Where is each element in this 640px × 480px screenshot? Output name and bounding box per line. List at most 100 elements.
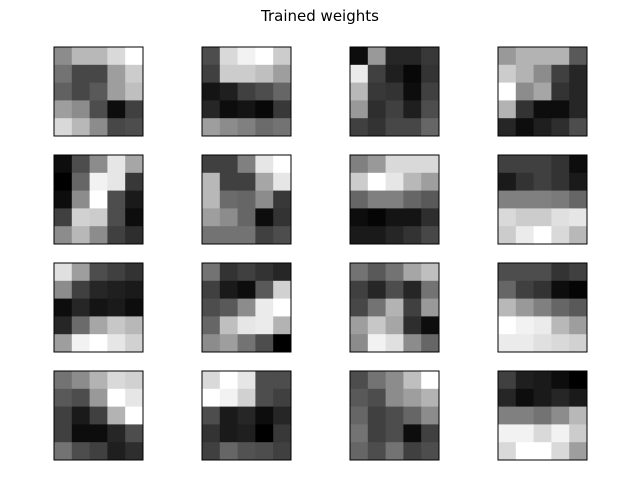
weight-cell [367,280,386,299]
weight-panel-11 [349,262,440,353]
weight-cell [107,371,126,390]
weight-cell [255,82,274,101]
weight-cell [421,172,440,191]
weight-cell [533,100,552,119]
weight-cell [107,82,126,101]
weight-cell [54,64,73,83]
panel-frame [201,46,292,137]
weight-cell [569,280,588,299]
panel-frame [201,154,292,245]
weight-cell [107,280,126,299]
weight-cell [255,388,274,407]
weight-cell [54,424,73,443]
weight-cell [515,424,534,443]
weight-cell [255,190,274,209]
weight-cell [350,280,369,299]
weight-cell [237,316,256,335]
weight-cell [71,371,90,390]
weight-cell [350,172,369,191]
weight-cell [54,371,73,390]
weight-cell [367,371,386,390]
weight-cell [237,298,256,317]
weight-cell [125,47,144,66]
weight-cell [403,172,422,191]
weight-cell [551,190,570,209]
weight-cell [533,172,552,191]
weight-cell [125,371,144,390]
weight-cell [71,280,90,299]
weight-cell [125,298,144,317]
weight-cell [89,280,108,299]
weight-cell [569,424,588,443]
weight-cell [569,155,588,174]
weight-cell [125,263,144,282]
weight-cell [107,442,126,461]
weight-cell [219,334,238,353]
weight-cell [125,442,144,461]
weight-cell [125,190,144,209]
weight-cell [533,64,552,83]
weight-cell [551,172,570,191]
weight-cell [498,100,517,119]
weight-cell [350,298,369,317]
weight-cell [107,388,126,407]
weight-cell [421,316,440,335]
weight-cell [255,47,274,66]
weight-cell [569,172,588,191]
weight-cell [421,155,440,174]
weight-cell [569,208,588,227]
weight-cell [498,298,517,317]
weight-cell [515,47,534,66]
weight-cell [71,47,90,66]
weight-cell [237,208,256,227]
weight-panel-14 [201,370,292,461]
weight-cell [89,263,108,282]
weight-cell [421,406,440,425]
weight-cell [551,406,570,425]
weight-cell [71,155,90,174]
weight-cell [273,388,292,407]
weight-cell [71,118,90,137]
weight-cell [498,64,517,83]
weight-cell [569,316,588,335]
panel-frame [201,262,292,353]
weight-cell [237,64,256,83]
weight-cell [403,100,422,119]
weight-cell [54,334,73,353]
weight-cell [533,334,552,353]
weight-cell [403,208,422,227]
weight-cell [350,334,369,353]
weight-cell [219,100,238,119]
weight-cell [54,82,73,101]
weight-cell [89,226,108,245]
weight-cell [273,208,292,227]
weight-cell [421,64,440,83]
weight-cell [551,371,570,390]
weight-cell [533,406,552,425]
weight-cell [202,388,221,407]
weight-cell [367,47,386,66]
weight-cell [367,226,386,245]
weight-cell [202,334,221,353]
weight-cell [202,64,221,83]
weight-cell [107,298,126,317]
weight-panel-3 [349,46,440,137]
weight-cell [533,316,552,335]
weight-cell [421,371,440,390]
weight-cell [202,190,221,209]
panel-frame [201,370,292,461]
weight-cell [385,47,404,66]
weight-cell [71,82,90,101]
weight-cell [421,263,440,282]
weight-cell [273,64,292,83]
weight-cell [107,208,126,227]
weight-cell [498,208,517,227]
weight-cell [385,298,404,317]
weight-cell [89,190,108,209]
weight-cell [202,371,221,390]
weight-cell [255,263,274,282]
weight-cell [255,442,274,461]
weight-cell [403,155,422,174]
weight-cell [421,334,440,353]
weight-cell [515,190,534,209]
